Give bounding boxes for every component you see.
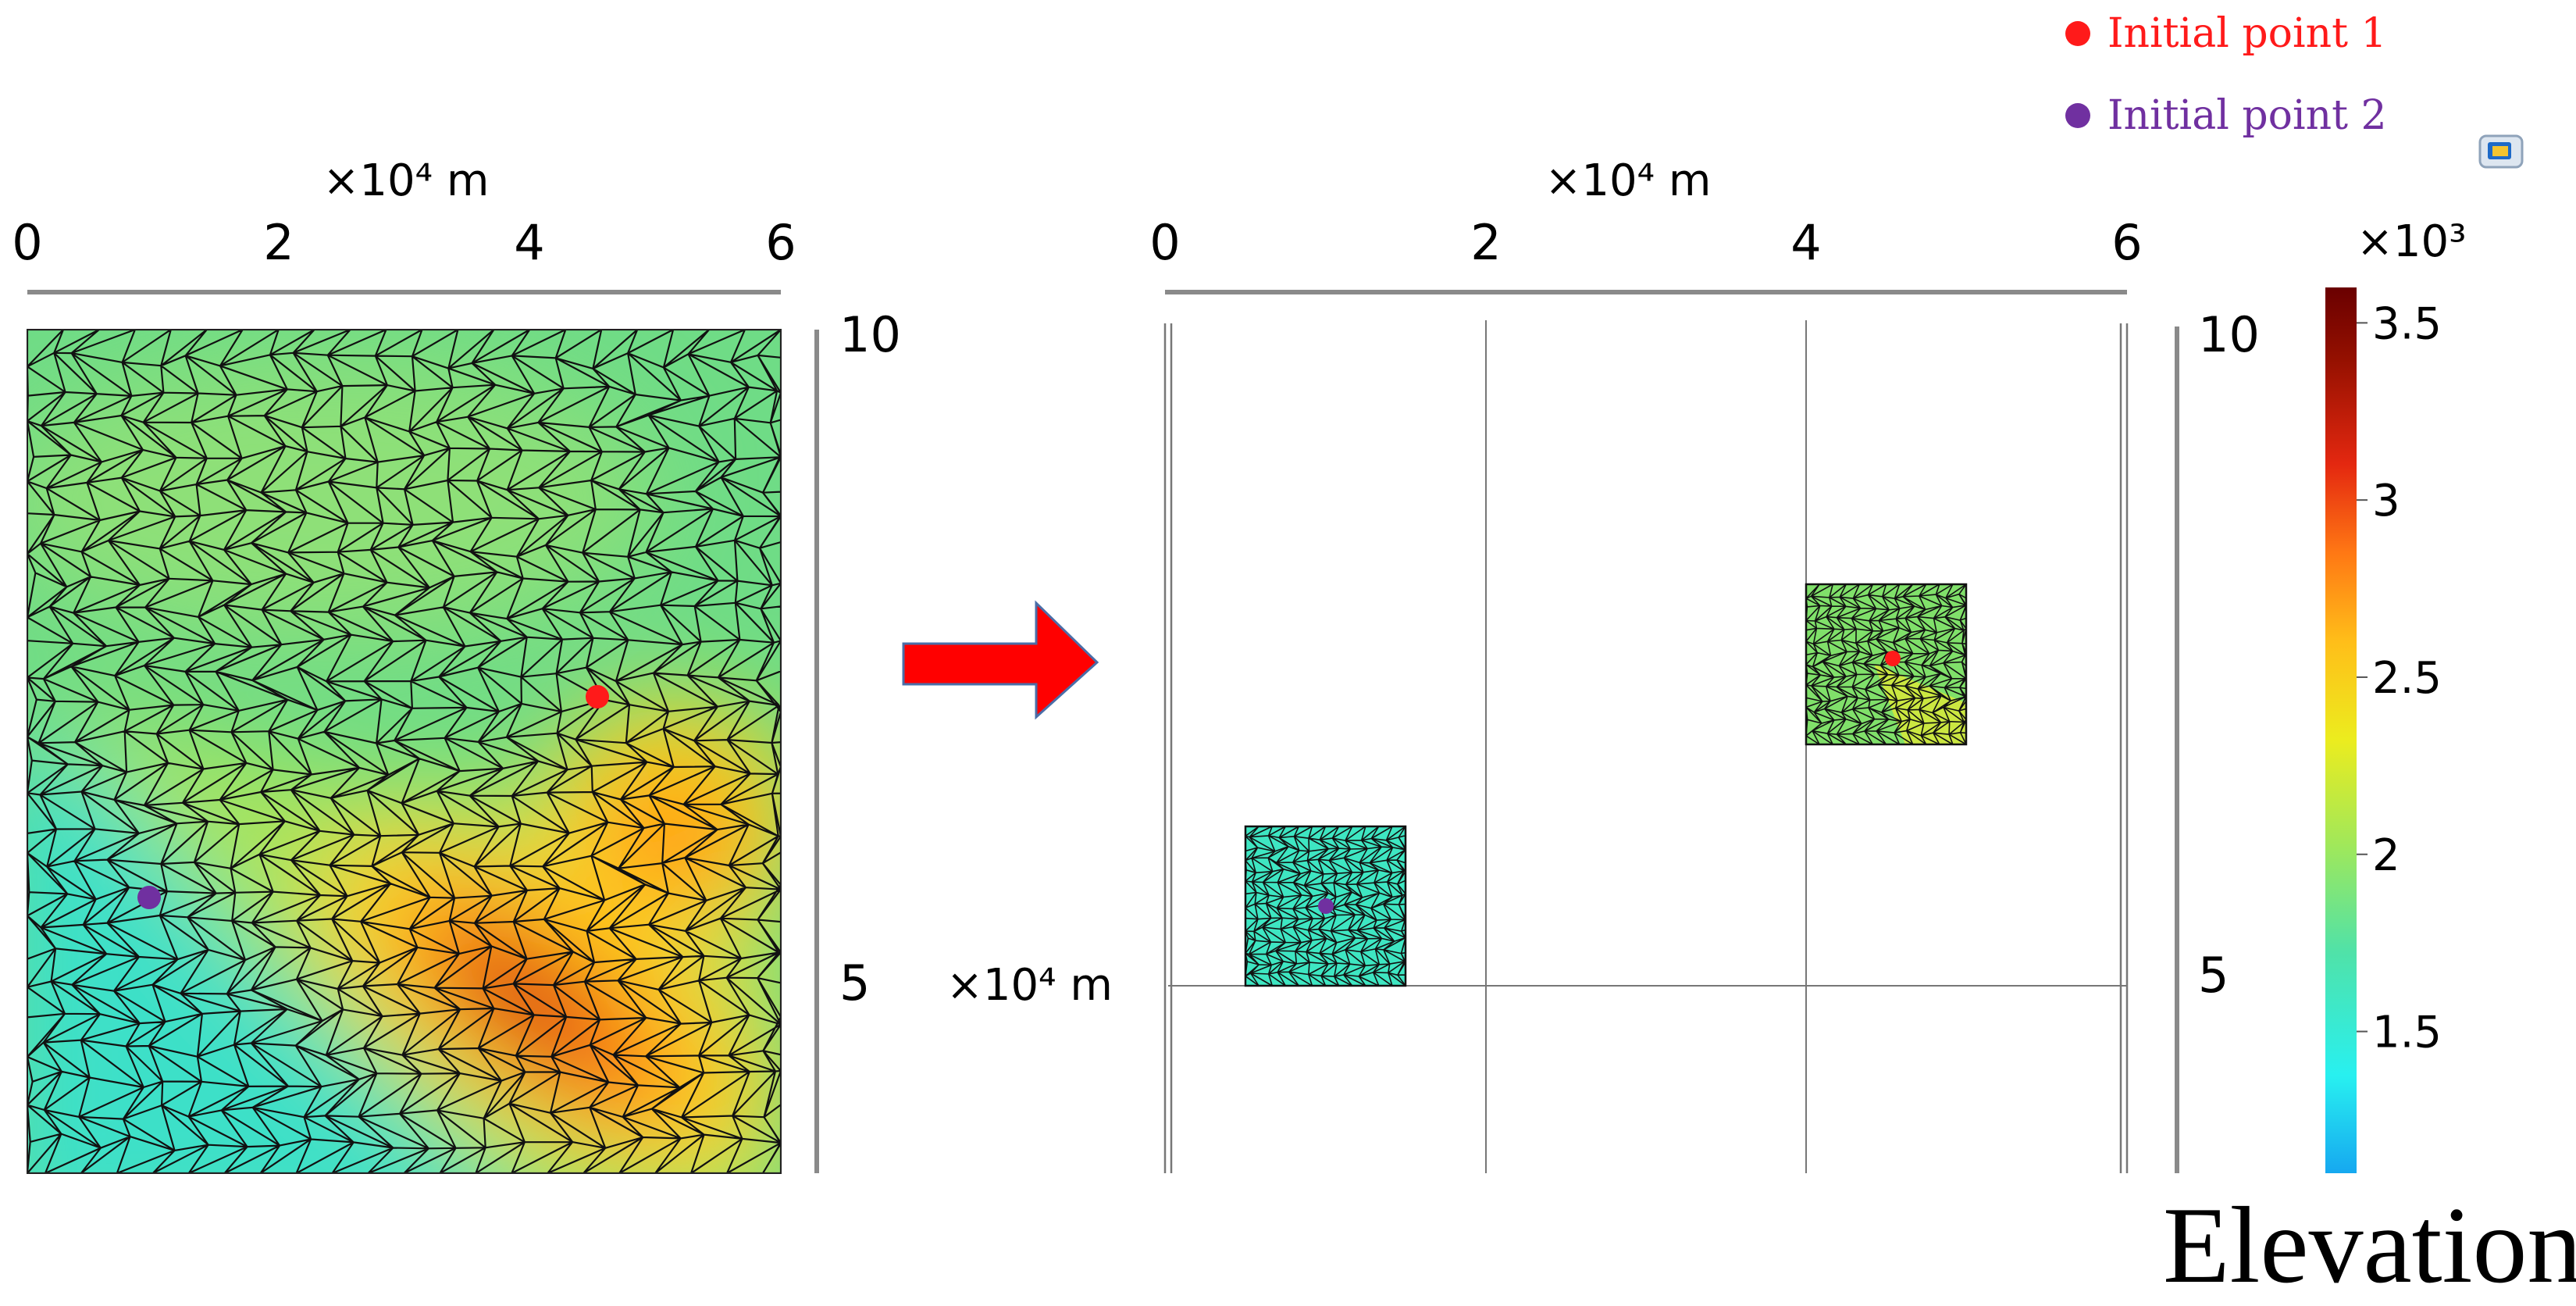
colorbar-title: Elevation [2163, 1185, 2576, 1306]
right-x-tick-2: 2 [1470, 214, 1501, 271]
right-initial-point-1 [1885, 651, 1901, 666]
right-y-tick-10: 10 [2198, 306, 2260, 363]
legend-marker-2 [2065, 103, 2090, 128]
left-x-tick-4: 4 [514, 214, 544, 271]
legend-marker-1 [2065, 21, 2090, 46]
mesh-edges [27, 330, 781, 1173]
right-y-axis-unit: ×10⁴ m [946, 960, 1113, 1011]
colorbar-tick-label: 3.5 [2372, 298, 2442, 349]
left-panel: ×10⁴ m 0 2 4 6 10 5 [12, 155, 901, 1174]
colorbar-tick-label: 3 [2372, 476, 2400, 526]
colorbar-ticks: 3.5 3 2.5 2 1.5 [2357, 298, 2442, 1058]
left-x-tick-2: 2 [263, 214, 294, 271]
right-x-tick-4: 4 [1790, 214, 1821, 271]
legend-item-initial-point-2: Initial point 2 [2065, 88, 2387, 143]
right-initial-point-2 [1318, 898, 1334, 914]
subdomain-initial-point-2 [1244, 825, 1407, 987]
right-x-tick-6: 6 [2111, 214, 2142, 271]
left-x-tick-6: 6 [765, 214, 796, 271]
left-y-tick-10: 10 [839, 306, 901, 363]
left-x-axis-unit: ×10⁴ m [323, 155, 490, 206]
left-y-tick-5: 5 [839, 955, 870, 1012]
left-triangle-mesh [27, 330, 781, 1173]
colorbar-gradient [2325, 287, 2357, 1173]
colorbar-tick-label: 2.5 [2372, 653, 2442, 704]
colorbar: ×10³ 3.5 3 2.5 2 1.5 [2325, 216, 2467, 1173]
subdomain-initial-point-1 [1805, 583, 1968, 746]
right-panel: ×10⁴ m 0 2 4 6 ×10⁴ m 10 5 [946, 155, 2260, 1173]
right-x-axis-unit: ×10⁴ m [1545, 155, 1712, 206]
right-y-tick-5: 5 [2198, 947, 2229, 1004]
right-arrow-icon [902, 600, 1099, 720]
left-initial-point-1 [586, 685, 609, 708]
window-icon [2478, 134, 2524, 169]
right-x-tick-0: 0 [1149, 214, 1180, 271]
legend-label-2: Initial point 2 [2107, 92, 2387, 139]
colorbar-tick-label: 2 [2372, 830, 2400, 881]
left-plot-frame [27, 329, 782, 1174]
legend-item-initial-point-1: Initial point 1 [2065, 6, 2387, 61]
colorbar-scale-label: ×10³ [2357, 216, 2467, 267]
legend: Initial point 1 Initial point 2 [2065, 0, 2503, 141]
legend-label-1: Initial point 1 [2107, 10, 2387, 57]
left-elevation-field [27, 330, 781, 1173]
colorbar-tick-label: 1.5 [2372, 1008, 2442, 1058]
left-x-tick-0: 0 [12, 214, 42, 271]
left-initial-point-2 [137, 886, 161, 909]
